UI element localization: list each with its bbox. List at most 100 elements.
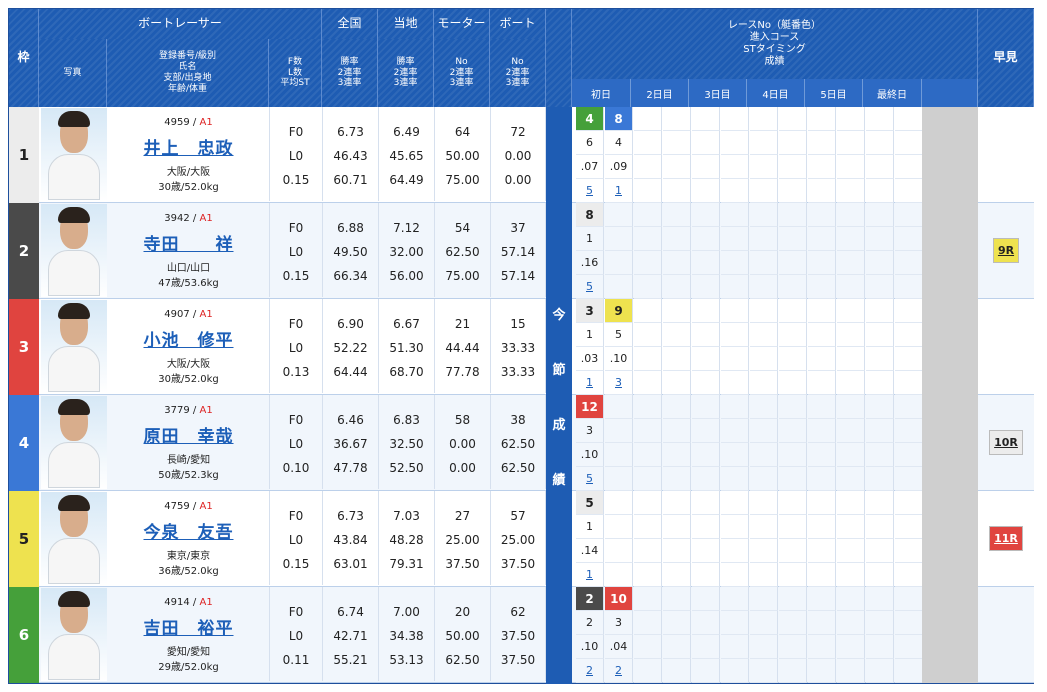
boat-value: 62.50	[500, 461, 536, 475]
boat-value: 57.14	[500, 245, 536, 259]
race-result-link[interactable]: 1	[576, 371, 604, 395]
header-profile-line: 登録番号/級別	[158, 51, 217, 62]
day-tab-4: 4日目	[747, 79, 805, 107]
race-cell-empty	[837, 107, 865, 131]
race-result-link[interactable]: 1	[605, 179, 633, 203]
motor-value: 0.00	[449, 437, 476, 451]
kon-setsu-seiseki-label: 今 節 成 績	[546, 107, 572, 684]
local-value: 32.50	[389, 437, 424, 451]
racer-age-weight: 29歳/52.0kg	[158, 662, 219, 673]
race-cell-empty	[663, 299, 691, 323]
race-cell-empty	[721, 419, 749, 443]
reg-number: 4907	[164, 309, 190, 320]
race-cell-empty	[837, 659, 865, 683]
race-cell-empty	[895, 131, 923, 155]
race-grid: 3 1.03 1 9 5.10 3	[572, 299, 978, 395]
boat-stats: 57 25.00 37.50	[491, 491, 546, 585]
motor-value: 44.44	[445, 341, 480, 355]
racer-name-link[interactable]: 寺田 祥	[143, 235, 234, 255]
race-cell-empty	[663, 395, 691, 419]
race-cell-empty	[663, 107, 691, 131]
race-cell-empty	[634, 491, 662, 515]
race-cell-empty	[866, 155, 894, 179]
header-fl-line: F数	[287, 56, 303, 67]
kon-char: 成	[552, 417, 566, 433]
header-rate-line: 3連率	[337, 78, 362, 89]
race-result-link[interactable]: 5	[576, 275, 604, 299]
race-cell-empty	[866, 131, 894, 155]
race-number: 9	[605, 299, 633, 323]
header-rate-line: 勝率	[340, 56, 359, 67]
race-result-link[interactable]: 2	[605, 659, 633, 683]
gray-column	[922, 203, 978, 299]
fl-stats: F0 L0 0.15	[270, 107, 323, 201]
race-cell-empty	[895, 467, 923, 491]
racer-photo	[41, 492, 107, 585]
race-result-link[interactable]: 2	[576, 659, 604, 683]
gray-column	[922, 491, 978, 587]
gray-column	[922, 299, 978, 395]
gray-column	[922, 587, 978, 683]
race-result-link[interactable]: 1	[576, 563, 604, 587]
boat-value: 0.00	[504, 173, 532, 187]
racer-name-link[interactable]: 吉田 裕平	[143, 619, 234, 639]
fl-value: F0	[288, 605, 304, 619]
race-cell-empty	[779, 179, 807, 203]
race-cell-empty	[837, 515, 865, 539]
race-cell-empty	[866, 563, 894, 587]
boat-value: 33.33	[500, 365, 536, 379]
header-fl-line: 平均ST	[280, 78, 310, 89]
hayami-race-link[interactable]: 10R	[989, 430, 1023, 455]
header-rate-line: 3連率	[393, 78, 418, 89]
race-cell-empty	[721, 203, 749, 227]
race-cell-empty	[692, 203, 720, 227]
boat-value: 62.50	[500, 437, 536, 451]
race-cell-empty	[692, 131, 720, 155]
racer-age-weight: 30歳/52.0kg	[158, 182, 219, 193]
racer-branch: 大阪/大阪	[166, 359, 211, 370]
local-value: 53.13	[389, 653, 424, 667]
national-value: 47.78	[333, 461, 368, 475]
day-tab-1: 初日	[572, 79, 631, 107]
fl-value: L0	[288, 245, 304, 259]
race-result-link[interactable]: 5	[576, 179, 604, 203]
racer-profile: 3942 / A1 寺田 祥 山口/山口 47歳/53.6kg	[108, 203, 270, 297]
race-cell-empty	[750, 323, 778, 347]
race-result-link[interactable]: 5	[576, 467, 604, 491]
hayami-race-link[interactable]: 11R	[989, 526, 1023, 551]
race-result-link[interactable]: 3	[605, 371, 633, 395]
racer-name-link[interactable]: 今泉 友吾	[143, 523, 234, 543]
racer-name-link[interactable]: 井上 忠政	[143, 139, 234, 159]
header-no-line: 2連率	[505, 67, 530, 78]
race-cell-empty	[692, 227, 720, 251]
racer-name-link[interactable]: 小池 修平	[143, 331, 234, 351]
racer-name-link[interactable]: 原田 幸哉	[143, 427, 234, 447]
national-stats: 6.73 43.84 63.01	[323, 491, 379, 585]
race-cell-empty	[634, 155, 662, 179]
boat-value: 37.50	[500, 629, 536, 643]
day-tab-2: 2日目	[631, 79, 689, 107]
header-photo: 写真	[39, 39, 107, 107]
local-value: 6.67	[393, 317, 420, 331]
race-cell-empty	[837, 155, 865, 179]
race-cell-empty	[663, 323, 691, 347]
race-cell-empty	[634, 467, 662, 491]
header-profile-line: 年齢/体重	[167, 83, 208, 94]
hayami-cell: 11R	[978, 491, 1034, 587]
race-cell-empty	[866, 491, 894, 515]
race-cell-empty	[634, 203, 662, 227]
race-cell-empty	[779, 131, 807, 155]
race-cell-empty	[750, 659, 778, 683]
race-cell-empty	[634, 131, 662, 155]
reg-line: 4907 / A1	[164, 309, 213, 320]
race-cell-empty	[866, 275, 894, 299]
hayami-race-link[interactable]: 9R	[992, 238, 1020, 263]
photo-body	[48, 250, 100, 296]
race-cell-empty	[866, 323, 894, 347]
race-cell-empty	[721, 155, 749, 179]
motor-value: 0.00	[449, 461, 476, 475]
race-cell-empty	[779, 155, 807, 179]
race-cell-empty	[779, 467, 807, 491]
race-cell-empty	[692, 179, 720, 203]
race-cell: 6	[576, 131, 604, 155]
